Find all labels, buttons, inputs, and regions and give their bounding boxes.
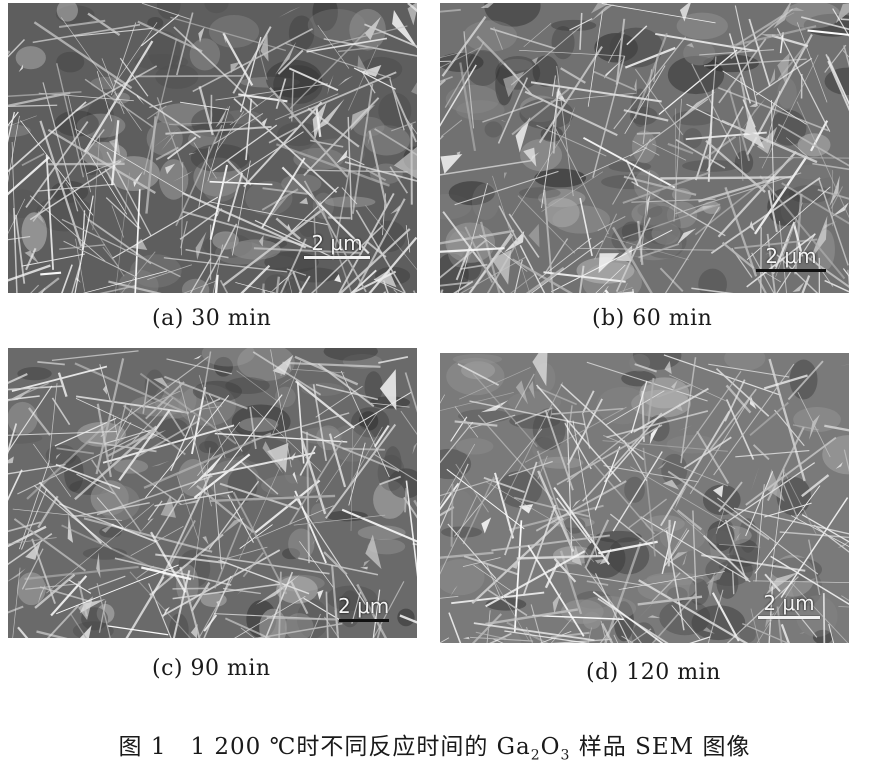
figure-caption-mid: O bbox=[541, 734, 561, 760]
sem-image-30min: 2 μm bbox=[8, 3, 417, 293]
scale-line-a bbox=[304, 256, 370, 259]
scale-bar-a: 2 μm bbox=[304, 231, 370, 259]
figure-caption-prefix: 图 1 1 200 ℃时不同反应时间的 Ga bbox=[119, 734, 531, 760]
figure-caption: 图 1 1 200 ℃时不同反应时间的 Ga2O3 样品 SEM 图像 bbox=[0, 727, 869, 764]
scale-label-a: 2 μm bbox=[311, 231, 362, 255]
sem-image-60min: 2 μm bbox=[440, 3, 849, 293]
scale-bar-d: 2 μm bbox=[758, 591, 820, 619]
scale-line-d bbox=[758, 616, 820, 619]
sem-image-90min: 2 μm bbox=[8, 348, 417, 638]
scale-line-c bbox=[339, 619, 389, 622]
scale-bar-b: 2 μm bbox=[756, 244, 826, 272]
caption-30min: (a) 30 min bbox=[152, 306, 271, 331]
caption-120min: (d) 120 min bbox=[586, 660, 721, 685]
scale-bar-c: 2 μm bbox=[338, 594, 389, 622]
scale-label-d: 2 μm bbox=[763, 591, 814, 615]
scale-line-b bbox=[756, 269, 826, 272]
scale-label-b: 2 μm bbox=[765, 244, 816, 268]
figure-caption-suffix: 样品 SEM 图像 bbox=[570, 734, 750, 760]
caption-60min: (b) 60 min bbox=[592, 306, 712, 331]
caption-90min: (c) 90 min bbox=[152, 656, 271, 681]
scale-label-c: 2 μm bbox=[338, 594, 389, 618]
sem-image-120min: 2 μm bbox=[440, 353, 849, 643]
figure-caption-sub1: 2 bbox=[531, 748, 541, 764]
figure-caption-sub2: 3 bbox=[561, 748, 571, 764]
